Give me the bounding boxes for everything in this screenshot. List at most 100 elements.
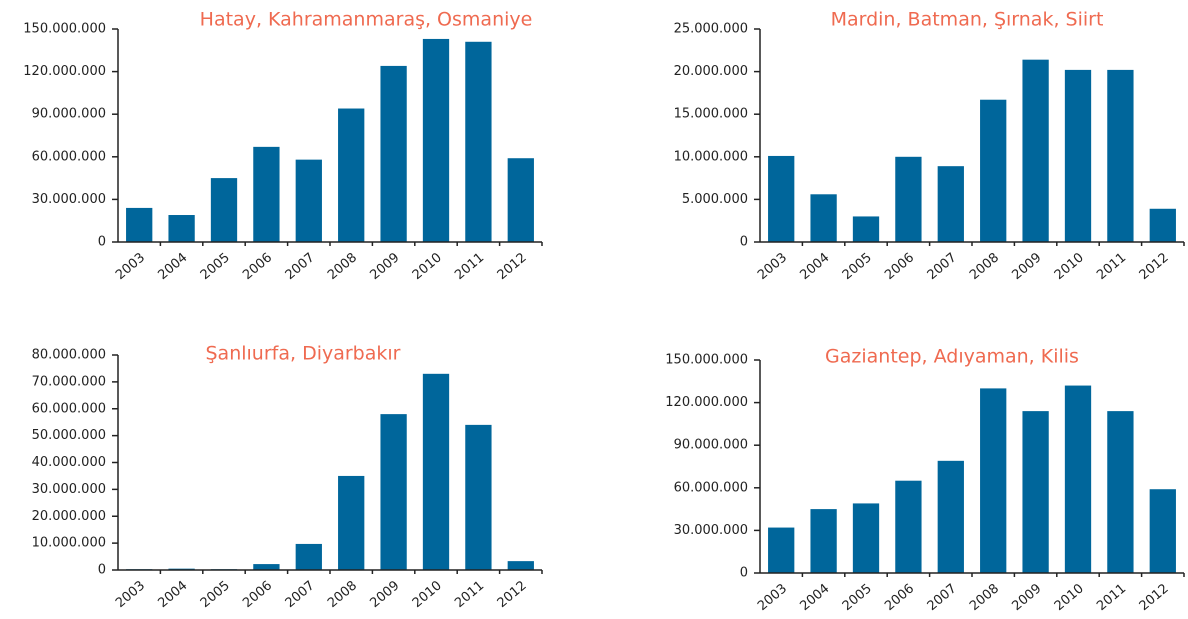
x-tick-label: 2003 <box>755 581 790 614</box>
bar <box>768 155 795 242</box>
bar <box>253 146 280 242</box>
x-tick-label: 2007 <box>925 250 960 283</box>
y-tick-label: 60.000.000 <box>32 401 106 416</box>
chart-title: Hatay, Kahramanmaraş, Osmaniye <box>200 9 533 31</box>
y-tick-label: 60.000.000 <box>674 480 748 495</box>
chart-title: Gaziantep, Adıyaman, Kilis <box>825 346 1079 368</box>
x-tick-label: 2010 <box>410 250 445 283</box>
y-tick-label: 25.000.000 <box>674 22 748 37</box>
x-tick-label: 2005 <box>840 250 875 283</box>
x-tick-label: 2011 <box>1094 581 1129 614</box>
x-tick-label: 2003 <box>113 250 148 283</box>
bar <box>1064 385 1092 573</box>
y-tick-label: 150.000.000 <box>23 22 106 37</box>
x-tick-label: 2012 <box>1137 581 1172 614</box>
x-tick-label: 2004 <box>155 250 190 283</box>
bar <box>980 99 1007 242</box>
bar <box>1022 59 1049 243</box>
y-tick-label: 20.000.000 <box>32 509 106 524</box>
y-tick-label: 90.000.000 <box>674 438 748 453</box>
x-tick-label: 2012 <box>495 578 530 611</box>
x-tick-label: 2011 <box>452 250 487 283</box>
bar <box>810 509 837 573</box>
bar <box>895 156 922 242</box>
x-tick-label: 2006 <box>240 250 275 283</box>
bar <box>1107 411 1134 573</box>
y-tick-label: 70.000.000 <box>32 374 106 389</box>
x-tick-label: 2008 <box>325 250 360 283</box>
y-tick-label: 60.000.000 <box>32 149 106 164</box>
bar <box>1149 208 1176 242</box>
x-tick-label: 2004 <box>797 581 832 614</box>
y-tick-label: 150.000.000 <box>665 353 748 368</box>
y-tick-label: 30.000.000 <box>32 192 106 207</box>
chart-title: Mardin, Batman, Şırnak, Siirt <box>831 9 1104 31</box>
x-tick-label: 2009 <box>1009 581 1044 614</box>
x-tick-label: 2010 <box>410 578 445 611</box>
x-tick-label: 2005 <box>198 578 233 611</box>
bar <box>380 414 407 570</box>
bar <box>768 527 795 573</box>
x-tick-label: 2006 <box>882 250 917 283</box>
x-tick-label: 2010 <box>1052 581 1087 614</box>
bar <box>1107 69 1134 242</box>
bar <box>253 564 280 570</box>
x-tick-label: 2007 <box>925 581 960 614</box>
x-tick-label: 2004 <box>797 250 832 283</box>
y-tick-label: 0 <box>98 563 106 578</box>
x-tick-label: 2009 <box>367 578 402 611</box>
bar <box>422 38 450 242</box>
bar <box>507 158 534 242</box>
bar <box>810 194 837 242</box>
bar <box>168 215 195 242</box>
bar <box>126 207 153 242</box>
bar <box>465 41 492 242</box>
x-tick-label: 2004 <box>155 578 190 611</box>
x-tick-label: 2003 <box>113 578 148 611</box>
y-tick-label: 0 <box>740 235 748 250</box>
y-tick-label: 0 <box>740 566 748 581</box>
x-tick-label: 2011 <box>452 578 487 611</box>
bar <box>1022 411 1049 573</box>
x-tick-label: 2005 <box>198 250 233 283</box>
chart-title: Şanlıurfa, Diyarbakır <box>206 343 401 365</box>
bar <box>210 178 238 242</box>
bar <box>507 561 534 570</box>
x-tick-label: 2012 <box>1137 250 1172 283</box>
bar <box>295 159 322 242</box>
x-tick-label: 2005 <box>840 581 875 614</box>
y-tick-label: 40.000.000 <box>32 455 106 470</box>
y-tick-label: 20.000.000 <box>674 64 748 79</box>
bar <box>852 503 880 573</box>
bar <box>1064 69 1092 242</box>
x-tick-label: 2006 <box>882 581 917 614</box>
bar <box>422 373 450 570</box>
bar <box>1149 489 1176 573</box>
x-tick-label: 2006 <box>240 578 275 611</box>
bar <box>338 475 365 570</box>
y-tick-label: 5.000.000 <box>682 192 748 207</box>
bar <box>937 166 964 242</box>
bar <box>895 480 922 573</box>
bar <box>338 108 365 243</box>
bar <box>465 424 492 570</box>
y-tick-label: 90.000.000 <box>32 107 106 122</box>
y-tick-label: 15.000.000 <box>674 107 748 122</box>
y-tick-label: 80.000.000 <box>32 348 106 363</box>
bar <box>937 460 964 573</box>
x-tick-label: 2011 <box>1094 250 1129 283</box>
bar <box>852 216 880 242</box>
bar <box>295 543 322 570</box>
x-tick-label: 2010 <box>1052 250 1087 283</box>
y-tick-label: 10.000.000 <box>674 149 748 164</box>
y-tick-label: 120.000.000 <box>23 64 106 79</box>
y-tick-label: 120.000.000 <box>665 395 748 410</box>
y-tick-label: 30.000.000 <box>32 482 106 497</box>
bar <box>380 65 407 242</box>
x-tick-label: 2007 <box>283 578 318 611</box>
x-tick-label: 2009 <box>367 250 402 283</box>
x-tick-label: 2008 <box>325 578 360 611</box>
x-tick-label: 2012 <box>495 250 530 283</box>
y-tick-label: 30.000.000 <box>674 523 748 538</box>
